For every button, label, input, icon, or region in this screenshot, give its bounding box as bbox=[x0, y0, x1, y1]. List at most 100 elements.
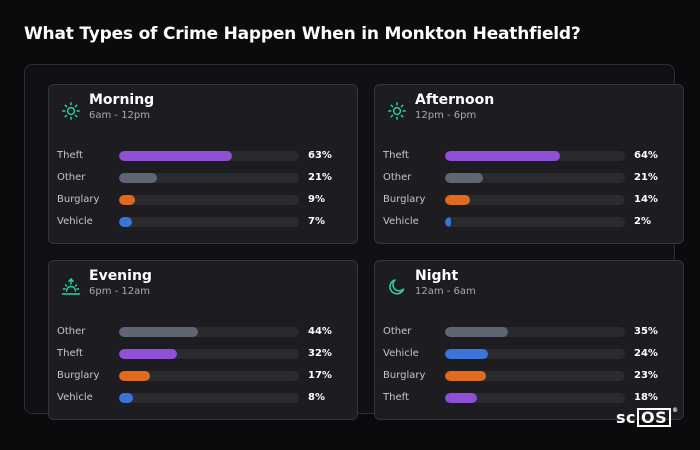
value-label: 44% bbox=[308, 326, 332, 337]
value-label: 64% bbox=[634, 150, 658, 161]
category-label: Theft bbox=[383, 392, 409, 403]
card-title: Morning bbox=[89, 92, 155, 108]
page-title: What Types of Crime Happen When in Monkt… bbox=[24, 24, 581, 44]
sun-icon bbox=[387, 101, 407, 121]
card-morning: Morning 6am - 12pm Theft 63% Other 21% Burglar… bbox=[48, 84, 358, 244]
bar-track bbox=[445, 371, 625, 381]
card-title: Night bbox=[415, 268, 459, 284]
bar-track bbox=[445, 173, 625, 183]
bar bbox=[445, 195, 470, 205]
bar bbox=[445, 349, 488, 359]
bar bbox=[119, 371, 150, 381]
card-subtitle: 12am - 6am bbox=[415, 286, 476, 297]
bar-track bbox=[119, 173, 299, 183]
bar bbox=[119, 349, 177, 359]
sun-icon bbox=[61, 101, 81, 121]
bar-row: Theft 64% bbox=[375, 149, 685, 163]
category-label: Vehicle bbox=[383, 216, 419, 227]
category-label: Other bbox=[383, 326, 412, 337]
bar-row: Burglary 14% bbox=[375, 193, 685, 207]
value-label: 9% bbox=[308, 194, 325, 205]
bar bbox=[445, 151, 560, 161]
brand-text: sc bbox=[616, 407, 637, 427]
sunset-icon bbox=[61, 277, 81, 297]
value-label: 2% bbox=[634, 216, 651, 227]
bar bbox=[119, 327, 198, 337]
bar-row: Burglary 17% bbox=[49, 369, 359, 383]
bar-track bbox=[445, 151, 625, 161]
moon-icon bbox=[387, 277, 407, 297]
bar-row: Other 21% bbox=[375, 171, 685, 185]
card-subtitle: 12pm - 6pm bbox=[415, 110, 477, 121]
bar-track bbox=[445, 217, 625, 227]
category-label: Theft bbox=[57, 150, 83, 161]
card-afternoon: Afternoon 12pm - 6pm Theft 64% Other 21% Burgl… bbox=[374, 84, 684, 244]
card-subtitle: 6pm - 12am bbox=[89, 286, 151, 297]
value-label: 7% bbox=[308, 216, 325, 227]
card-night: Night 12am - 6am Other 35% Vehicle 24% Burglar… bbox=[374, 260, 684, 420]
category-label: Vehicle bbox=[57, 216, 93, 227]
value-label: 14% bbox=[634, 194, 658, 205]
category-label: Vehicle bbox=[57, 392, 93, 403]
bar bbox=[119, 173, 157, 183]
bar-track bbox=[445, 327, 625, 337]
bar-row: Vehicle 24% bbox=[375, 347, 685, 361]
bar-track bbox=[119, 349, 299, 359]
bar-track bbox=[119, 393, 299, 403]
bar-row: Other 44% bbox=[49, 325, 359, 339]
bar-row: Vehicle 7% bbox=[49, 215, 359, 229]
value-label: 17% bbox=[308, 370, 332, 381]
card-title: Evening bbox=[89, 268, 152, 284]
brand-registered-mark: ® bbox=[672, 407, 679, 414]
value-label: 23% bbox=[634, 370, 658, 381]
bar-row: Burglary 9% bbox=[49, 193, 359, 207]
bar bbox=[445, 371, 486, 381]
bar bbox=[445, 393, 477, 403]
value-label: 32% bbox=[308, 348, 332, 359]
brand-boxed-text: OS bbox=[637, 407, 672, 427]
bar-row: Theft 32% bbox=[49, 347, 359, 361]
bar-row: Burglary 23% bbox=[375, 369, 685, 383]
value-label: 24% bbox=[634, 348, 658, 359]
bar-track bbox=[119, 195, 299, 205]
value-label: 35% bbox=[634, 326, 658, 337]
bar bbox=[119, 217, 132, 227]
bar-row: Vehicle 8% bbox=[49, 391, 359, 405]
category-label: Burglary bbox=[383, 370, 426, 381]
value-label: 21% bbox=[308, 172, 332, 183]
bar-row: Theft 63% bbox=[49, 149, 359, 163]
bar bbox=[445, 217, 451, 227]
bar-track bbox=[119, 327, 299, 337]
category-label: Theft bbox=[57, 348, 83, 359]
bar-row: Other 35% bbox=[375, 325, 685, 339]
bar bbox=[445, 173, 483, 183]
value-label: 18% bbox=[634, 392, 658, 403]
bar-row: Theft 18% bbox=[375, 391, 685, 405]
card-evening: Evening 6pm - 12am Other 44% Theft 32% Burglar… bbox=[48, 260, 358, 420]
category-label: Theft bbox=[383, 150, 409, 161]
bar-track bbox=[119, 371, 299, 381]
value-label: 8% bbox=[308, 392, 325, 403]
bar bbox=[119, 393, 133, 403]
value-label: 21% bbox=[634, 172, 658, 183]
value-label: 63% bbox=[308, 150, 332, 161]
bar-track bbox=[445, 195, 625, 205]
bar-row: Other 21% bbox=[49, 171, 359, 185]
category-label: Burglary bbox=[57, 194, 100, 205]
bar-track bbox=[119, 217, 299, 227]
category-label: Other bbox=[57, 172, 86, 183]
bar-track bbox=[445, 393, 625, 403]
card-title: Afternoon bbox=[415, 92, 495, 108]
card-subtitle: 6am - 12pm bbox=[89, 110, 151, 121]
bar-row: Vehicle 2% bbox=[375, 215, 685, 229]
bar-track bbox=[445, 349, 625, 359]
bar bbox=[119, 195, 135, 205]
category-label: Other bbox=[57, 326, 86, 337]
category-label: Vehicle bbox=[383, 348, 419, 359]
category-label: Other bbox=[383, 172, 412, 183]
bar bbox=[119, 151, 232, 161]
bar bbox=[445, 327, 508, 337]
bar-track bbox=[119, 151, 299, 161]
category-label: Burglary bbox=[57, 370, 100, 381]
brand-logo: sc OS ® bbox=[616, 406, 679, 428]
